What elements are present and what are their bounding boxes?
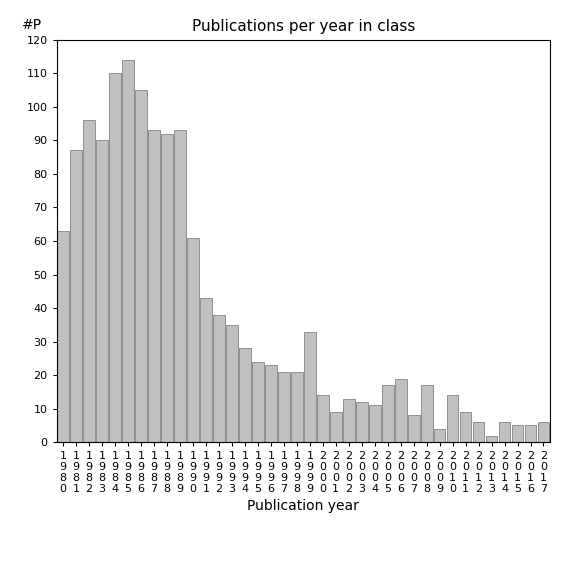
Bar [252, 362, 264, 442]
Bar [187, 238, 199, 442]
Bar [200, 298, 212, 442]
Bar [330, 412, 342, 442]
Bar [136, 90, 147, 442]
Bar [161, 134, 173, 442]
Bar [317, 395, 329, 442]
Bar [473, 422, 484, 442]
Bar [122, 60, 134, 442]
Bar [226, 325, 238, 442]
X-axis label: Publication year: Publication year [247, 499, 359, 513]
Bar [96, 141, 108, 442]
Text: #P: #P [22, 18, 43, 32]
Bar [343, 399, 354, 442]
Bar [148, 130, 160, 442]
Bar [524, 425, 536, 442]
Bar [499, 422, 510, 442]
Bar [265, 365, 277, 442]
Bar [421, 385, 433, 442]
Bar [369, 405, 380, 442]
Bar [83, 120, 95, 442]
Bar [291, 372, 303, 442]
Title: Publications per year in class: Publications per year in class [192, 19, 415, 35]
Bar [304, 332, 316, 442]
Bar [70, 150, 82, 442]
Bar [213, 315, 225, 442]
Bar [382, 385, 393, 442]
Bar [511, 425, 523, 442]
Bar [174, 130, 186, 442]
Bar [109, 73, 121, 442]
Bar [447, 395, 459, 442]
Bar [395, 379, 407, 442]
Bar [460, 412, 471, 442]
Bar [356, 402, 367, 442]
Bar [408, 416, 420, 442]
Bar [538, 422, 549, 442]
Bar [434, 429, 446, 442]
Bar [278, 372, 290, 442]
Bar [486, 435, 497, 442]
Bar [57, 231, 69, 442]
Bar [239, 348, 251, 442]
